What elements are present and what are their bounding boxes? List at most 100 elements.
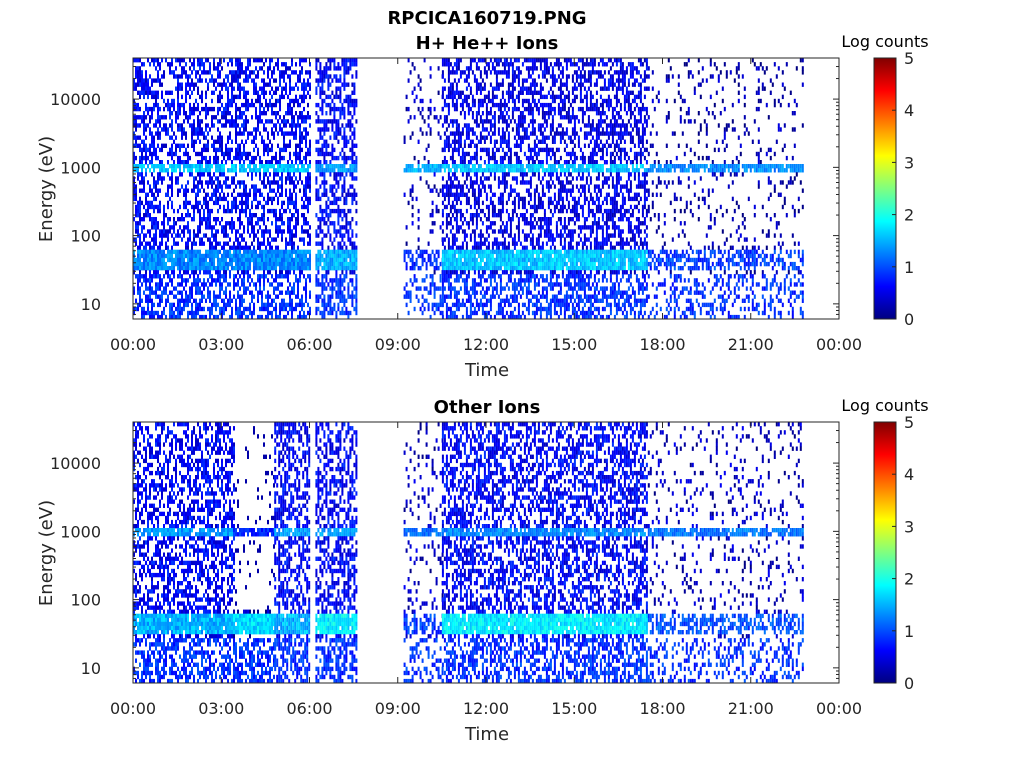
heatmap-cell <box>485 115 488 120</box>
heatmap-cell <box>299 135 301 140</box>
heatmap-cell <box>279 270 281 275</box>
heatmap-cell <box>247 261 249 267</box>
heatmap-cell <box>337 94 340 100</box>
heatmap-cell <box>333 237 336 242</box>
heatmap-cell <box>289 302 291 308</box>
heatmap-cell <box>157 164 159 169</box>
heatmap-cell <box>243 160 245 165</box>
heatmap-cell <box>451 266 454 271</box>
heatmap-cell <box>459 131 462 136</box>
heatmap-cell <box>297 278 299 283</box>
heatmap-cell <box>171 233 173 238</box>
heatmap-cell <box>455 200 458 206</box>
heatmap-cell <box>343 196 346 202</box>
heatmap-cell <box>229 147 231 153</box>
heatmap-cell <box>237 70 239 75</box>
heatmap-cell <box>307 310 309 316</box>
heatmap-cell <box>279 127 281 132</box>
heatmap-cell <box>153 192 155 197</box>
heatmap-cell <box>265 257 267 263</box>
heatmap-cell <box>299 261 301 267</box>
heatmap-cell <box>229 208 231 214</box>
heatmap-cell <box>219 196 221 202</box>
heatmap-cell <box>249 253 251 259</box>
heatmap-cell <box>443 270 446 275</box>
heatmap-cell <box>197 58 199 63</box>
heatmap-cell <box>279 249 281 255</box>
heatmap-cell <box>291 290 293 295</box>
heatmap-cell <box>295 184 297 189</box>
heatmap-cell <box>289 106 291 112</box>
heatmap-cell <box>299 151 301 157</box>
heatmap-cell <box>305 135 307 140</box>
heatmap-cell <box>173 70 175 75</box>
heatmap-cell <box>351 196 354 202</box>
heatmap-cell <box>247 249 249 255</box>
heatmap-cell <box>431 261 434 267</box>
heatmap-cell <box>291 176 293 181</box>
heatmap-cell <box>209 127 211 132</box>
heatmap-cell <box>195 70 197 75</box>
heatmap-cell <box>285 176 287 181</box>
heatmap-cell <box>133 257 135 263</box>
heatmap-cell <box>329 66 332 71</box>
heatmap-cell <box>245 196 247 202</box>
heatmap-cell <box>329 106 332 112</box>
heatmap-cell <box>271 155 273 161</box>
heatmap-cell <box>199 286 201 291</box>
heatmap-cell <box>201 221 203 226</box>
heatmap-cell <box>217 229 219 234</box>
heatmap-cell <box>247 62 249 67</box>
heatmap-cell <box>243 282 245 287</box>
heatmap-cell <box>483 176 486 181</box>
heatmap-cell <box>353 82 356 87</box>
heatmap-cell <box>165 233 167 238</box>
heatmap-cell <box>473 192 476 197</box>
heatmap-cell <box>289 176 291 181</box>
heatmap-cell <box>189 261 191 267</box>
heatmap-cell <box>343 176 346 181</box>
heatmap-cell <box>325 221 328 226</box>
heatmap-cell <box>469 257 472 263</box>
heatmap-cell <box>427 184 430 189</box>
heatmap-cell <box>221 147 223 153</box>
heatmap-cell <box>153 290 155 295</box>
heatmap-cell <box>207 200 209 206</box>
heatmap-cell <box>157 261 159 267</box>
heatmap-cell <box>205 94 207 100</box>
heatmap-cell <box>267 196 269 202</box>
heatmap-cell <box>225 286 227 291</box>
heatmap-cell <box>189 290 191 295</box>
heatmap-cell <box>291 257 293 263</box>
heatmap-cell <box>425 180 428 185</box>
heatmap-cell <box>231 229 233 234</box>
heatmap-cell <box>329 168 332 173</box>
heatmap-cell <box>307 302 309 308</box>
heatmap-cell <box>267 241 269 246</box>
heatmap-cell <box>429 168 432 173</box>
heatmap-cell <box>323 78 326 83</box>
heatmap-cell <box>449 208 452 214</box>
heatmap-cell <box>279 123 281 128</box>
heatmap-cell <box>477 184 480 189</box>
heatmap-cell <box>161 249 163 255</box>
heatmap-cell <box>277 119 279 124</box>
heatmap-cell <box>485 196 488 202</box>
heatmap-cell <box>133 261 135 267</box>
heatmap-cell <box>239 147 241 153</box>
heatmap-cell <box>159 160 161 165</box>
heatmap-cell <box>441 74 444 79</box>
heatmap-cell <box>143 237 145 242</box>
heatmap-cell <box>167 172 169 177</box>
heatmap-cell <box>461 155 464 161</box>
heatmap-cell <box>167 62 169 67</box>
heatmap-cell <box>463 151 466 157</box>
heatmap-cell <box>321 310 324 316</box>
heatmap-cell <box>241 257 243 263</box>
heatmap-cell <box>451 261 454 267</box>
heatmap-cell <box>207 221 209 226</box>
heatmap-cell <box>249 302 251 308</box>
heatmap-cell <box>161 221 163 226</box>
heatmap-cell <box>427 257 430 263</box>
heatmap-cell <box>317 102 320 108</box>
